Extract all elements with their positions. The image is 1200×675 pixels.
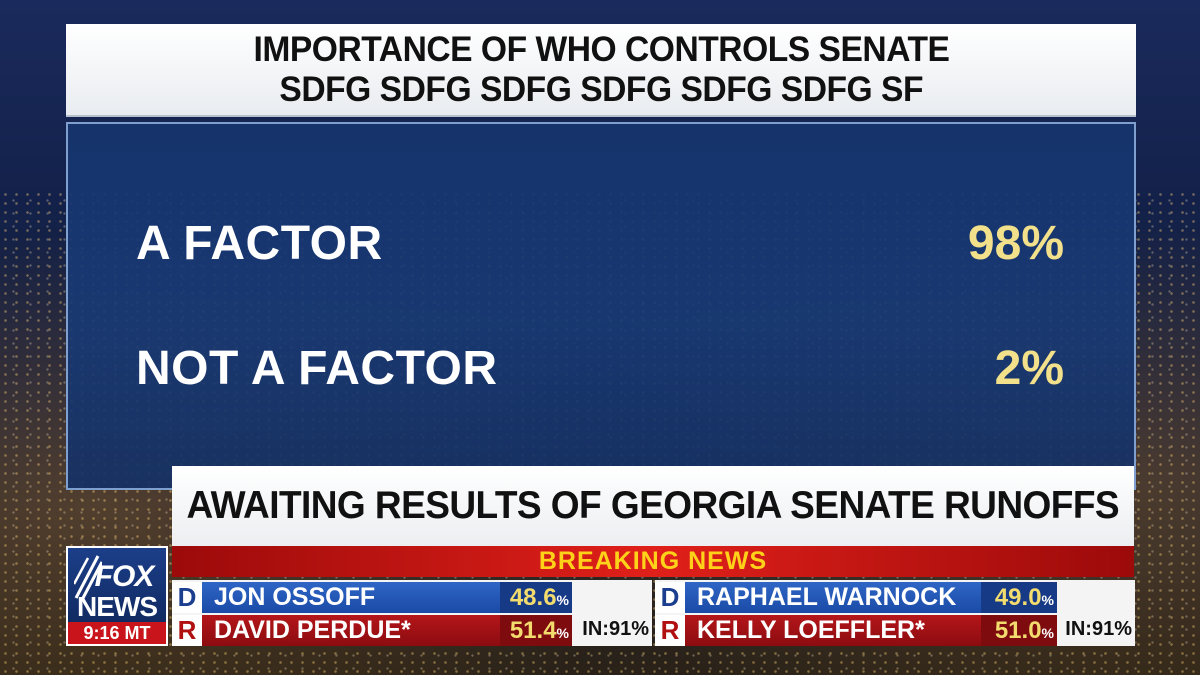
race-ticker-ossoff-perdue: D JON OSSOFF 48.6% R DAVID PERDUE* 51.4%…: [172, 580, 652, 646]
candidate-row: D RAPHAEL WARNOCK 49.0%: [655, 581, 1057, 613]
candidate-name: DAVID PERDUE*: [202, 614, 500, 646]
percent-sign: %: [1041, 591, 1054, 608]
percent-value: 51.0: [994, 616, 1042, 644]
party-badge-republican: R: [172, 614, 202, 646]
poll-results-panel: A FACTOR 98% NOT A FACTOR 2%: [66, 122, 1136, 490]
percent-value: 49.0: [994, 583, 1042, 611]
graphic-subtitle: SDFG SDFG SDFG SDFG SDFG SDFG SF: [279, 69, 923, 109]
party-badge-democrat: D: [172, 581, 202, 613]
party-badge-democrat: D: [655, 581, 685, 613]
percent-sign: %: [556, 624, 569, 641]
precincts-reporting: IN:91%: [582, 618, 649, 640]
precincts-reporting: IN:91%: [1065, 618, 1132, 640]
breaking-news-label: BREAKING NEWS: [538, 547, 768, 575]
result-label-a-factor: A FACTOR: [136, 217, 383, 270]
result-value-a-factor: 98%: [967, 217, 1064, 270]
candidate-name: JON OSSOFF: [202, 581, 500, 613]
candidate-name: KELLY LOEFFLER*: [685, 614, 981, 646]
candidate-percent: 49.0%: [981, 581, 1057, 613]
percent-value: 51.4: [509, 616, 557, 644]
candidate-row: R KELLY LOEFFLER* 51.0%: [655, 614, 1057, 646]
percent-sign: %: [556, 591, 569, 608]
candidate-name: RAPHAEL WARNOCK: [685, 581, 981, 613]
logo-speed-lines-icon: [74, 555, 102, 599]
party-badge-republican: R: [655, 614, 685, 646]
result-label-not-a-factor: NOT A FACTOR: [136, 342, 498, 395]
headline-text: AWAITING RESULTS OF GEORGIA SENATE RUNOF…: [186, 484, 1120, 527]
result-value-not-a-factor: 2%: [994, 342, 1064, 395]
lower-third-headline: AWAITING RESULTS OF GEORGIA SENATE RUNOF…: [172, 466, 1134, 546]
percent-sign: %: [1041, 624, 1054, 641]
percent-value: 48.6: [509, 583, 557, 611]
network-logo: FOX NEWS 9:16 MT: [66, 546, 168, 646]
race-ticker-warnock-loeffler: D RAPHAEL WARNOCK 49.0% R KELLY LOEFFLER…: [655, 580, 1135, 646]
broadcast-clock: 9:16 MT: [68, 622, 166, 644]
candidate-row: R DAVID PERDUE* 51.4%: [172, 614, 572, 646]
breaking-news-banner: BREAKING NEWS: [172, 546, 1134, 577]
candidate-percent: 51.0%: [981, 614, 1057, 646]
candidate-percent: 48.6%: [500, 581, 572, 613]
logo-text-news: NEWS: [77, 591, 158, 622]
graphic-title-bar: IMPORTANCE OF WHO CONTROLS SENATE SDFG S…: [66, 24, 1136, 117]
candidate-row: D JON OSSOFF 48.6%: [172, 581, 572, 613]
logo-text-fox: FOX: [94, 560, 155, 593]
candidate-percent: 51.4%: [500, 614, 572, 646]
graphic-title: IMPORTANCE OF WHO CONTROLS SENATE: [253, 29, 949, 69]
